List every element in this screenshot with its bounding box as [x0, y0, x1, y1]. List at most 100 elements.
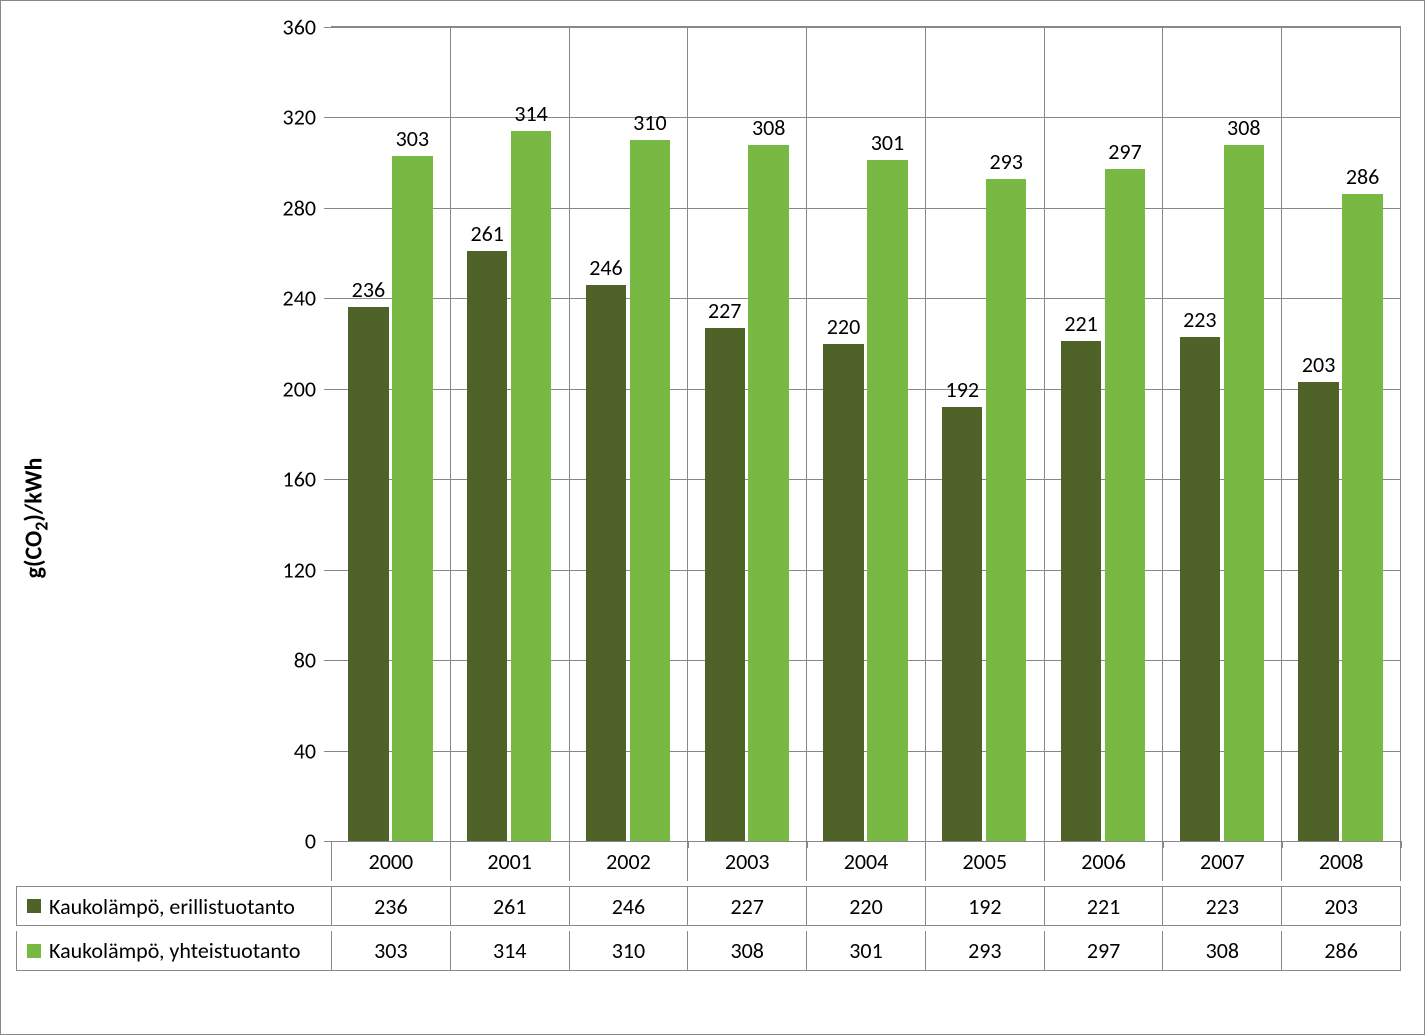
bar: 308	[1224, 145, 1264, 841]
legend-swatch-icon	[27, 944, 41, 958]
legend-swatch-icon	[27, 899, 41, 913]
y-tick-label: 200	[283, 375, 331, 402]
data-table-cell: 293	[925, 931, 1044, 971]
bar-value-label: 308	[1224, 114, 1264, 145]
bar: 227	[705, 328, 745, 841]
bar-value-label: 236	[348, 276, 388, 307]
x-category-label: 2006	[1044, 841, 1163, 881]
bar: 261	[467, 251, 507, 841]
bar-value-label: 310	[630, 109, 670, 140]
data-table-cell: 236	[331, 886, 450, 926]
bar: 192	[942, 407, 982, 841]
data-table-row-series-1: Kaukolämpö, erillistuotanto 236261246227…	[16, 886, 1401, 926]
y-tick-label: 80	[294, 647, 331, 674]
bar-value-label: 314	[511, 100, 551, 131]
bar-group: 246310	[569, 27, 688, 841]
y-tick-label: 280	[283, 194, 331, 221]
legend-label: Kaukolämpö, yhteistuotanto	[49, 937, 301, 964]
x-tick-mark	[331, 841, 332, 848]
bar-group: 223308	[1162, 27, 1281, 841]
y-tick-label: 160	[283, 466, 331, 493]
bar-value-label: 220	[823, 313, 863, 344]
x-tick-mark	[807, 841, 808, 848]
plot-area: 0408012016020024028032036023630326131424…	[331, 26, 1401, 841]
bar: 223	[1180, 337, 1220, 841]
bar-value-label: 227	[705, 297, 745, 328]
data-table-cell: 314	[450, 931, 569, 971]
bar-group: 203286	[1281, 27, 1400, 841]
legend-item-series-1: Kaukolämpö, erillistuotanto	[16, 886, 331, 926]
bar-value-label: 293	[986, 148, 1026, 179]
bar: 220	[823, 344, 863, 841]
y-tick-label: 120	[283, 556, 331, 583]
bar-value-label: 308	[748, 114, 788, 145]
x-tick-mark	[569, 841, 570, 848]
bar-value-label: 261	[467, 220, 507, 251]
data-table-cell: 221	[1044, 886, 1163, 926]
bar-group: 192 293	[925, 27, 1044, 841]
bar: 301	[867, 160, 907, 841]
x-category-label: 2007	[1162, 841, 1281, 881]
bar: 221	[1061, 341, 1101, 841]
x-axis-category-row: 200020012002200320042005200620072008	[16, 841, 1401, 881]
bar-value-label: 286	[1342, 163, 1382, 194]
data-table-cell: 220	[806, 886, 925, 926]
x-category-label: 2002	[569, 841, 688, 881]
x-category-label: 2003	[687, 841, 806, 881]
bar: 297	[1105, 169, 1145, 841]
bar-value-label: 246	[586, 254, 626, 285]
bar-value-label: 192	[942, 376, 982, 407]
x-tick-mark	[1044, 841, 1045, 848]
legend-item-series-2: Kaukolämpö, yhteistuotanto	[16, 931, 331, 971]
data-table-cell: 301	[806, 931, 925, 971]
y-axis-title: g(CO2)/kWh	[20, 457, 53, 578]
x-category-label: 2005	[925, 841, 1044, 881]
bar: 314	[511, 131, 551, 841]
bar: 308	[748, 145, 788, 841]
data-table-cell: 303	[331, 931, 450, 971]
bar-group: 227308	[687, 27, 806, 841]
bar: 203	[1298, 382, 1338, 841]
bar-group: 221297	[1044, 27, 1163, 841]
y-tick-label: 40	[294, 737, 331, 764]
bar: 310	[630, 140, 670, 841]
x-tick-mark	[688, 841, 689, 848]
bar-value-label: 223	[1180, 306, 1220, 337]
bar-value-label: 297	[1105, 138, 1145, 169]
x-tick-mark	[925, 841, 926, 848]
y-tick-label: 360	[283, 14, 331, 41]
y-tick-label: 240	[283, 285, 331, 312]
data-table-cell: 227	[687, 886, 806, 926]
data-table-cell: 308	[1162, 931, 1281, 971]
bar-value-label: 221	[1061, 310, 1101, 341]
x-tick-mark	[1282, 841, 1283, 848]
data-table-cell: 286	[1281, 931, 1401, 971]
x-category-label: 2001	[450, 841, 569, 881]
x-tick-mark	[450, 841, 451, 848]
data-table-cell: 203	[1281, 886, 1401, 926]
data-table-cell: 192	[925, 886, 1044, 926]
bar: 286	[1342, 194, 1382, 841]
bar: 246	[586, 285, 626, 841]
chart-container: g(CO2)/kWh 04080120160200240280320360236…	[0, 0, 1425, 1035]
data-table-cell: 308	[687, 931, 806, 971]
bar-value-label: 301	[867, 129, 907, 160]
data-table-cell: 310	[569, 931, 688, 971]
bar-value-label: 203	[1298, 351, 1338, 382]
data-table-cell: 246	[569, 886, 688, 926]
bar-group: 261314	[450, 27, 569, 841]
bar-group: 236303	[331, 27, 450, 841]
x-tick-mark	[1163, 841, 1164, 848]
legend-label: Kaukolämpö, erillistuotanto	[49, 893, 295, 920]
data-table-row-series-2: Kaukolämpö, yhteistuotanto 3033143103083…	[16, 931, 1401, 971]
x-category-label: 2000	[331, 841, 450, 881]
y-tick-label: 320	[283, 104, 331, 131]
data-table-cell: 261	[450, 886, 569, 926]
bar-value-label: 303	[392, 125, 432, 156]
data-table-cell: 223	[1162, 886, 1281, 926]
bar: 236	[348, 307, 388, 841]
x-category-label: 2004	[806, 841, 925, 881]
bar-group: 220301	[806, 27, 925, 841]
x-tick-mark	[1401, 841, 1402, 848]
bar: 303	[392, 156, 432, 841]
